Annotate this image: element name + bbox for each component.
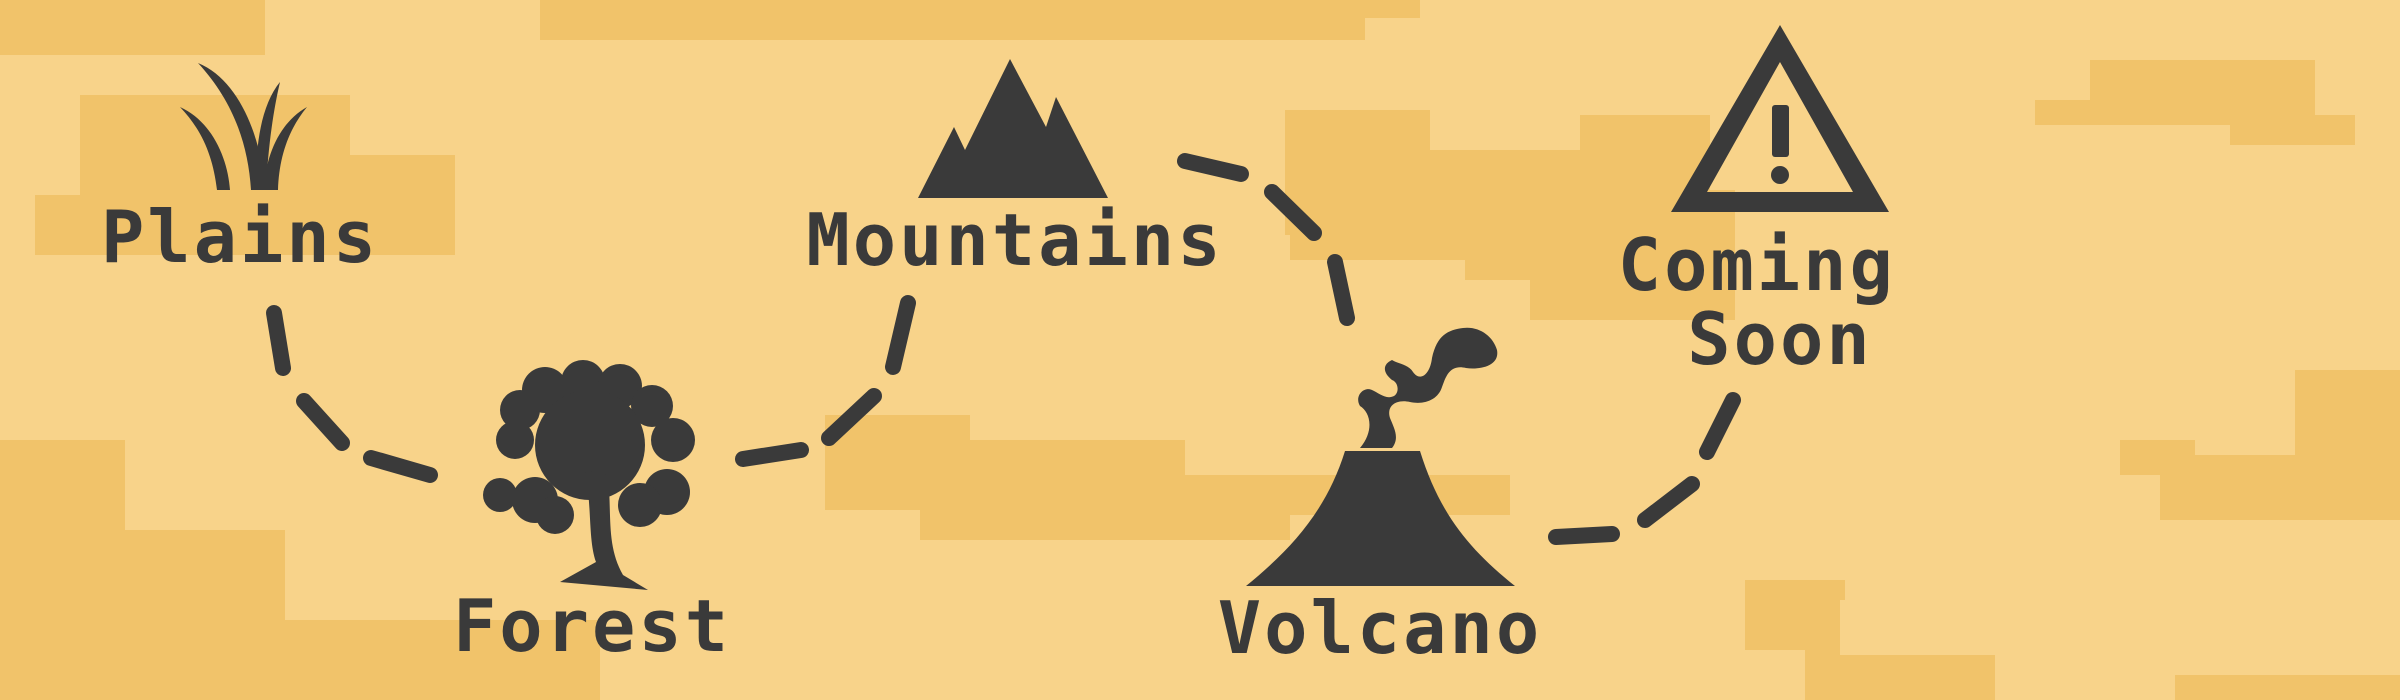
warning-icon (1671, 25, 1889, 212)
location-volcano[interactable]: Volcano (1218, 327, 1542, 670)
location-forest[interactable]: Forest (453, 360, 731, 668)
route-segment (1699, 392, 1741, 460)
route-segment (1548, 526, 1620, 545)
volcano-icon (1246, 327, 1515, 586)
location-plains[interactable]: Plains (101, 63, 379, 279)
warning-icon-bar (1772, 105, 1789, 157)
location-label-coming-soon: Coming Soon (1618, 223, 1942, 381)
location-label-soon: Soon (1687, 297, 1872, 381)
location-coming-soon[interactable]: Coming Soon (1618, 25, 1942, 381)
location-label-mountains: Mountains (806, 198, 1223, 282)
tree-icon (483, 360, 695, 590)
location-label-volcano: Volcano (1218, 586, 1542, 670)
route-segment (1264, 184, 1322, 241)
route-segment (885, 295, 916, 375)
location-label-coming: Coming (1618, 223, 1896, 307)
location-mountains[interactable]: Mountains (806, 59, 1223, 282)
route-segment (1177, 153, 1249, 182)
map-route (266, 153, 1741, 545)
grass-icon (180, 63, 307, 190)
route-segment (296, 393, 350, 451)
route-segment (266, 305, 291, 376)
mountain-icon (918, 59, 1108, 198)
route-segment (735, 442, 809, 467)
route-segment (821, 388, 882, 446)
location-label-plains: Plains (101, 195, 379, 279)
location-label-forest: Forest (453, 584, 731, 668)
warning-icon-dot (1771, 166, 1789, 184)
route-segment (363, 450, 438, 483)
route-segment (1637, 476, 1700, 528)
route-segment (1327, 254, 1355, 326)
